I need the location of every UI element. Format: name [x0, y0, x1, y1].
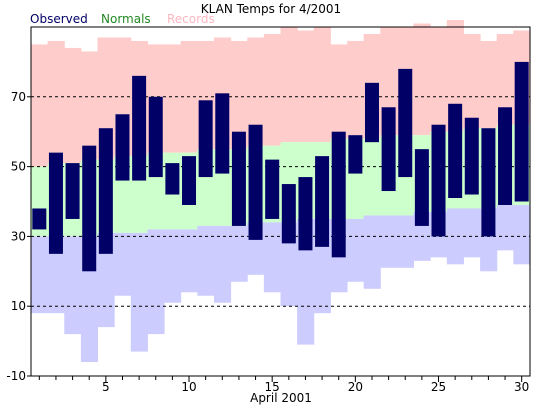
observed-bar-day-17: [298, 177, 313, 251]
record-high-band-day-17: [297, 30, 315, 143]
observed-bar-day-2: [48, 152, 63, 254]
observed-bar-day-9: [165, 163, 180, 195]
record-low-band-day-30: [513, 204, 531, 265]
record-low-band-day-11: [197, 225, 215, 296]
observed-bar-day-5: [98, 128, 113, 254]
observed-bar-day-22: [381, 107, 396, 192]
observed-bar-day-26: [448, 103, 463, 199]
record-low-band-day-12: [213, 225, 232, 303]
observed-bar-day-23: [398, 68, 413, 178]
observed-bar-day-28: [481, 128, 496, 237]
observed-bar-day-19: [331, 131, 346, 258]
observed-bar-day-7: [132, 75, 147, 181]
y-tick-label: 50: [11, 160, 26, 174]
record-low-band-day-13: [230, 225, 248, 282]
record-high-band-day-29: [496, 33, 514, 125]
record-high-band-day-19: [330, 44, 348, 139]
record-low-band-day-2: [47, 236, 65, 314]
record-low-band-day-22: [380, 215, 398, 268]
grid-lines: [31, 96, 530, 307]
record-low-band-day-3: [64, 236, 82, 335]
legend-observed: Observed: [30, 12, 88, 26]
x-tick-label: 25: [431, 380, 446, 394]
observed-bar-day-21: [364, 82, 379, 143]
record-low-band-day-15: [263, 222, 281, 293]
record-low-band-day-5: [97, 232, 115, 328]
x-tick-label: 30: [514, 380, 529, 394]
record-high-band-day-1: [31, 44, 49, 167]
observed-bar-day-30: [514, 61, 529, 202]
observed-bar-day-24: [414, 149, 429, 226]
x-axis-label: April 2001: [250, 391, 312, 405]
x-tick-label: 20: [348, 380, 363, 394]
observed-bar-day-13: [231, 131, 246, 226]
y-tick-label: 70: [11, 90, 26, 104]
y-tick-label: 10: [11, 299, 26, 313]
record-high-band-day-2: [47, 40, 65, 164]
observed-bar-day-25: [431, 124, 446, 237]
record-high-band-day-4: [80, 51, 99, 160]
record-low-band-day-9: [164, 229, 182, 303]
observed-bar-day-18: [315, 156, 330, 247]
record-low-band-day-21: [363, 215, 381, 289]
record-high-band-day-18: [313, 27, 331, 143]
record-low-band-day-29: [496, 204, 514, 251]
record-high-band-day-9: [164, 44, 182, 153]
observed-bar-day-6: [115, 114, 130, 181]
chart-title: KLAN Temps for 4/2001: [201, 2, 341, 16]
record-high-band-day-13: [230, 40, 248, 150]
observed-bar-day-12: [215, 93, 230, 174]
record-high-band-day-3: [64, 47, 82, 164]
observed-bar-day-29: [498, 107, 513, 205]
observed-bar-day-15: [265, 159, 280, 219]
observed-bar-day-3: [65, 163, 80, 219]
record-high-band-day-14: [247, 37, 265, 146]
y-tick-label: -10: [6, 369, 26, 383]
record-low-band-day-8: [147, 229, 165, 335]
observed-bar-day-20: [348, 135, 363, 174]
record-high-band-day-15: [263, 33, 281, 146]
record-low-band-day-1: [31, 236, 49, 314]
record-high-band-day-27: [463, 33, 481, 129]
x-tick-label: 10: [181, 380, 196, 394]
observed-bar-day-14: [248, 124, 263, 240]
record-low-band-day-26: [446, 208, 464, 265]
record-low-band-day-10: [180, 229, 198, 293]
record-high-band-day-16: [280, 27, 298, 143]
record-high-band-day-28: [480, 40, 498, 129]
observed-bars: [32, 61, 529, 272]
x-tick-label: 15: [265, 380, 280, 394]
record-low-band-day-20: [347, 218, 365, 282]
x-tick-label: 5: [102, 380, 110, 394]
plot-frame: [30, 26, 531, 377]
record-low-band-day-6: [114, 232, 132, 296]
record-low-band-day-23: [396, 215, 415, 268]
record-low-band-day-27: [463, 208, 481, 258]
legend-records: Records: [167, 12, 215, 26]
observed-bar-day-8: [148, 96, 163, 178]
legend: Observed Normals Records: [30, 12, 215, 26]
observed-bar-day-11: [198, 100, 213, 178]
observed-bar-day-4: [82, 145, 97, 272]
record-high-band-day-24: [413, 23, 431, 136]
observed-bar-day-27: [464, 117, 479, 195]
record-high-band-day-25: [430, 27, 448, 132]
record-high-band-day-20: [347, 40, 365, 139]
observed-bar-day-1: [32, 208, 47, 230]
y-tick-label: 30: [11, 229, 26, 243]
observed-bar-day-10: [182, 156, 197, 205]
legend-normals: Normals: [101, 12, 151, 26]
axes: -10 10 30 50 70 5 10 15 20 25 30: [6, 26, 531, 394]
record-low-band-day-7: [130, 232, 148, 352]
observed-bar-day-16: [281, 184, 296, 244]
normal-band-day-21: [363, 138, 381, 216]
